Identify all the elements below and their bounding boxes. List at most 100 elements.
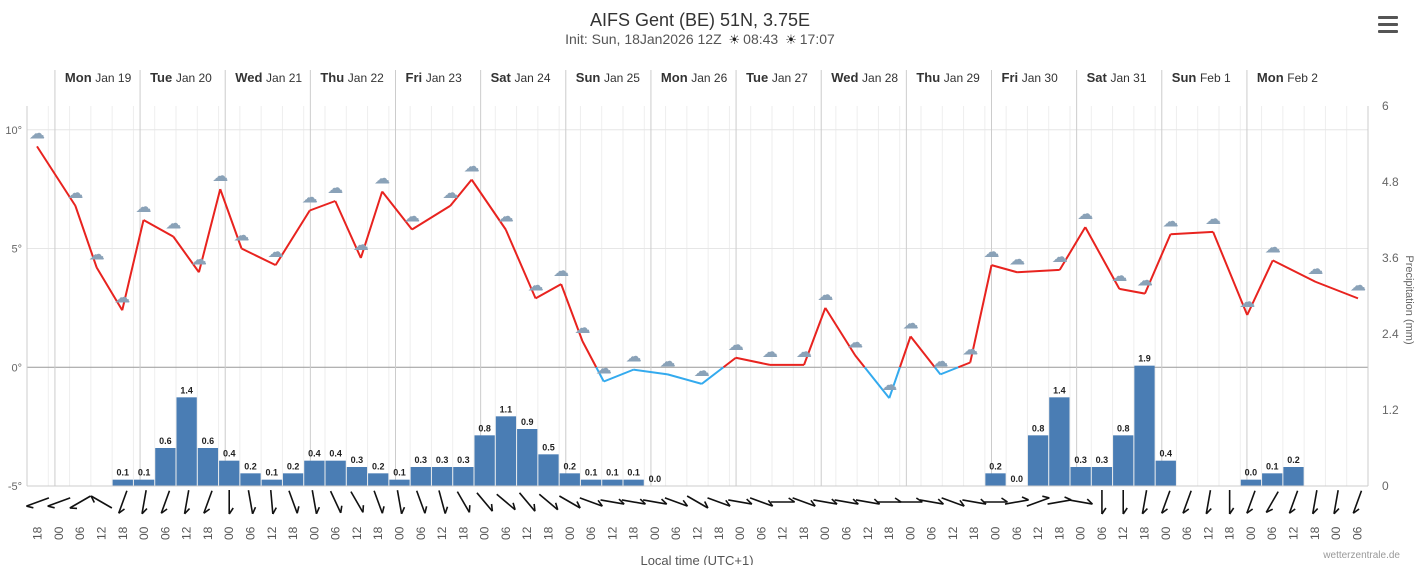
wind-shaft [962,499,987,505]
x-tick-label: 00 [1074,526,1088,540]
wind-shaft [117,490,128,514]
wind-shaft [496,493,516,511]
precip-label: 0.5 [542,442,555,452]
wind-head [160,508,168,514]
wind-shaft [1141,490,1148,514]
x-tick-label: 06 [1350,526,1364,540]
weather-icon: ☁ [374,171,390,188]
wind-shaft [1265,491,1279,513]
wind-arrow [983,497,1008,503]
wind-arrow [558,495,581,509]
y-left-tick: 10° [5,125,22,137]
precip-label: 1.4 [180,385,193,395]
wind-arrow [855,498,881,505]
wind-head [1352,508,1360,514]
precip-bar [431,467,453,486]
y-right-tick: 4.8 [1382,175,1399,189]
wind-head [703,501,709,509]
wind-head [183,508,191,515]
weather-icon: ☁ [1052,249,1068,266]
wind-shaft [1205,490,1212,514]
x-tick-label: 00 [307,526,321,540]
wind-arrow [962,498,987,505]
wind-head [1333,508,1340,515]
x-tick-label: 06 [329,526,343,540]
weather-icon: ☁ [1077,206,1093,223]
chart-title: AIFS Gent (BE) 51N, 3.75E [589,10,811,30]
wind-arrow [1352,490,1363,514]
wind-head [1141,508,1148,515]
wind-arrow [269,489,277,515]
sunrise-icon: ☀ [728,32,741,47]
wind-shaft [329,490,342,514]
x-tick-label: 12 [861,526,875,540]
hamburger-menu-icon[interactable] [1378,16,1398,33]
wind-head [118,508,125,514]
wind-arrow [686,495,709,509]
wind-shaft [707,497,731,507]
x-tick-label: 00 [1329,526,1343,540]
weather-icon: ☁ [136,199,152,216]
wind-head [381,506,385,514]
wind-arrow [476,492,494,512]
precip-bar [1283,467,1304,486]
weather-icon: ☁ [1163,213,1179,230]
wind-head [251,506,257,515]
wind-arrow [1288,490,1299,514]
wind-head [554,502,559,510]
x-tick-label: 18 [1308,526,1322,540]
wind-arrow [26,497,50,509]
precip-bar [325,460,346,486]
wind-head [362,505,365,513]
x-tick-label: 18 [712,526,726,540]
x-tick-label: 18 [1052,526,1066,540]
precip-label: 0.0 [1011,474,1024,484]
wind-shaft [373,490,384,514]
precip-label: 0.6 [159,436,172,446]
x-tick-label: 18 [371,526,385,540]
wind-arrow [203,490,213,514]
wind-head [873,498,881,505]
day-label: Fri Jan 30 [1002,70,1059,85]
wind-shaft [919,499,944,505]
precip-label: 0.2 [287,461,300,471]
wind-arrow [898,497,923,503]
wind-head [47,505,55,509]
precip-bar [538,454,559,486]
x-tick-label: 18 [31,526,45,540]
weather-icon: ☁ [302,190,318,207]
x-tick-label: 12 [946,526,960,540]
precip-label: 0.1 [627,468,640,478]
wind-arrow [770,497,796,503]
wind-arrow [415,490,428,514]
wind-arrow [621,498,647,505]
x-tick-label: 12 [1031,526,1045,540]
x-tick-label: 18 [542,526,556,540]
wind-head [1101,507,1107,515]
x-tick-label: 12 [776,526,790,540]
wind-head [1246,508,1254,514]
wind-head [576,501,581,509]
wind-head [533,503,536,512]
wind-arrows [26,489,1363,515]
wind-head [980,498,987,505]
wind-shaft [1068,499,1093,505]
wind-head [1288,508,1296,514]
weather-icon: ☁ [596,361,612,378]
weather-icon: ☁ [353,237,369,254]
wind-head [490,503,494,512]
precip-bar [602,479,623,486]
wind-shaft [160,490,171,514]
wind-head [1086,498,1094,505]
y-right-label: Precipitation (mm) [1403,255,1414,344]
precip-bar [453,467,474,486]
precip-label: 0.3 [1096,455,1109,465]
wind-arrow [749,497,774,507]
x-tick-label: 00 [478,526,492,540]
x-tick-label: 18 [797,526,811,540]
wind-arrow [438,490,449,514]
wind-head [90,495,96,503]
weather-icon: ☁ [1265,239,1281,256]
x-tick-label: 06 [1180,526,1194,540]
